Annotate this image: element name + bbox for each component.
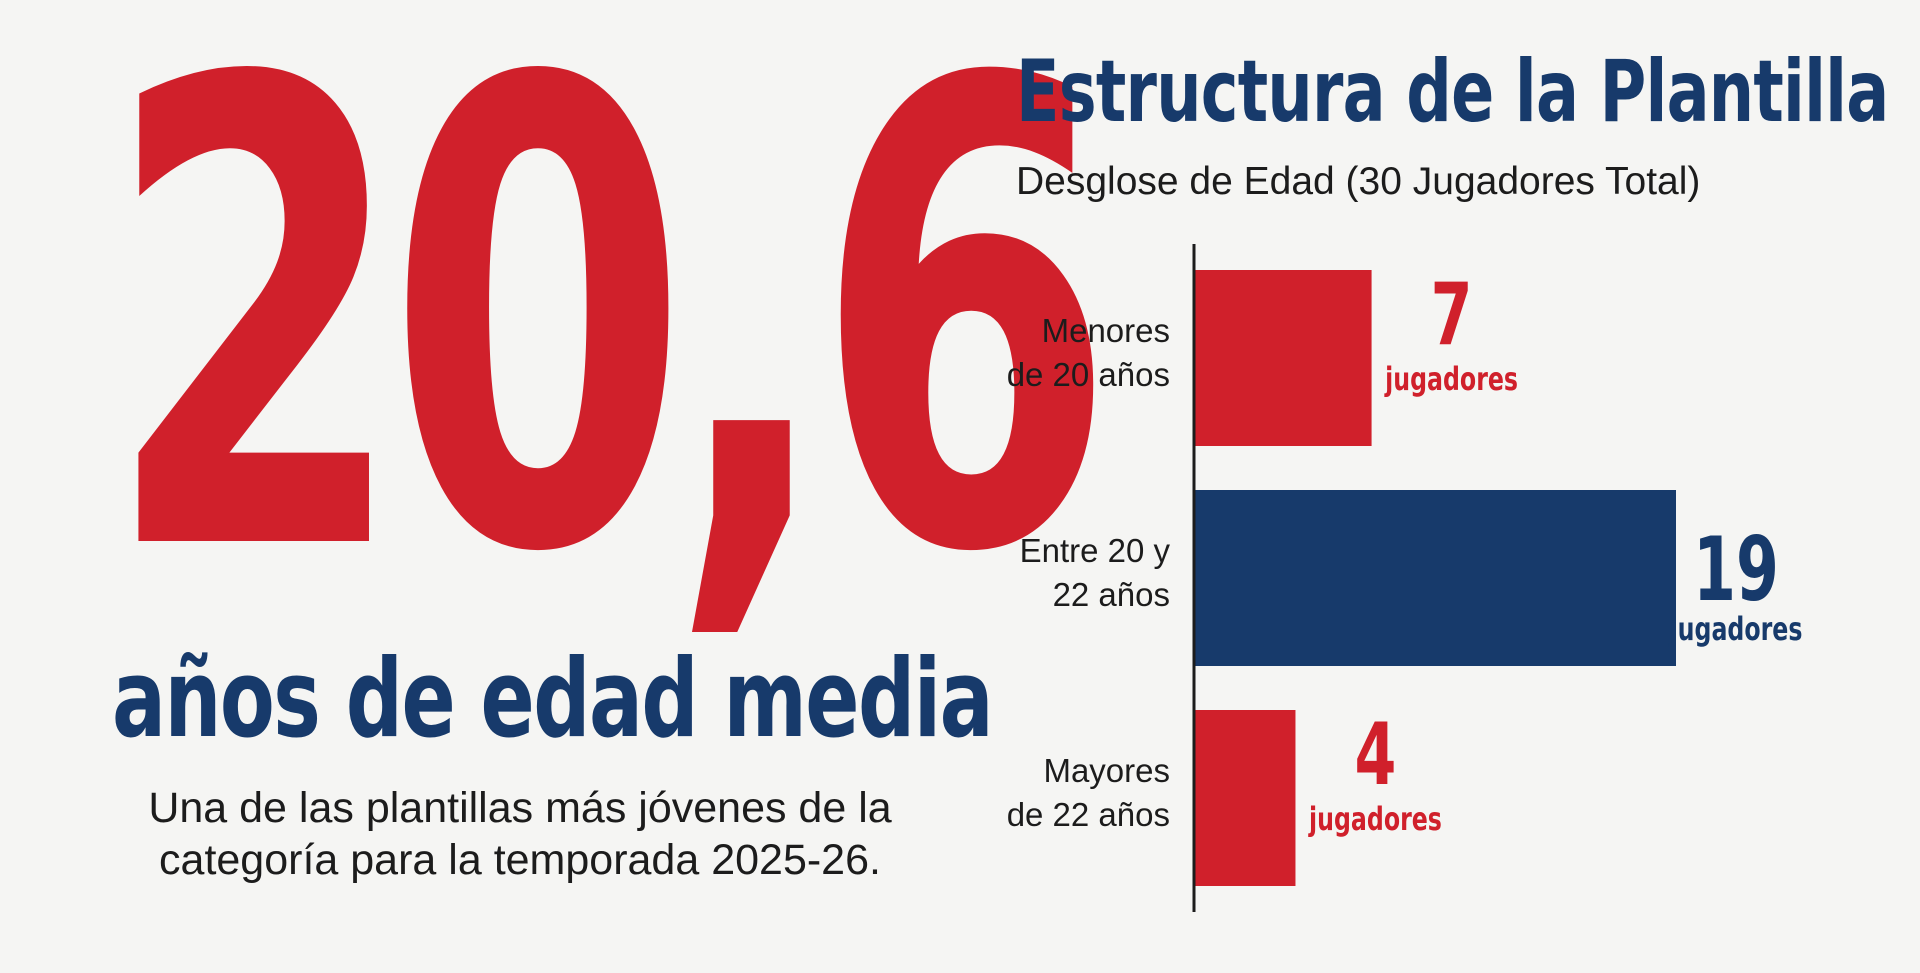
chart-title: Estructura de la Plantilla — [1016, 42, 1889, 142]
bar-1 — [1194, 490, 1676, 666]
unit-label-2: jugadores — [1308, 800, 1442, 838]
description-line-1: Una de las plantillas más jóvenes de la — [148, 784, 892, 832]
unit-label-1: jugadores — [1669, 610, 1803, 648]
average-age-description: Una de las plantillas más jóvenes de la … — [100, 782, 940, 886]
average-age-label: años de edad media — [112, 637, 994, 762]
unit-label-0: jugadores — [1384, 360, 1518, 398]
value-label-0: 7 — [1431, 264, 1473, 365]
description-line-2: categoría para la temporada 2025-26. — [159, 836, 881, 884]
bar-2 — [1194, 710, 1296, 886]
category-label-1-0: Entre 20 y — [1020, 532, 1171, 569]
category-label-0-0: Menores — [1042, 312, 1170, 349]
category-label-2-0: Mayores — [1043, 752, 1170, 789]
value-label-2: 4 — [1355, 704, 1397, 805]
category-label-0-1: de 20 años — [1007, 356, 1170, 393]
category-label-2-1: de 22 años — [1007, 796, 1170, 833]
chart-subtitle: Desglose de Edad (30 Jugadores Total) — [1016, 160, 1701, 203]
bar-0 — [1194, 270, 1372, 446]
category-label-1-1: 22 años — [1053, 576, 1170, 613]
value-label-1: 19 — [1693, 519, 1779, 621]
